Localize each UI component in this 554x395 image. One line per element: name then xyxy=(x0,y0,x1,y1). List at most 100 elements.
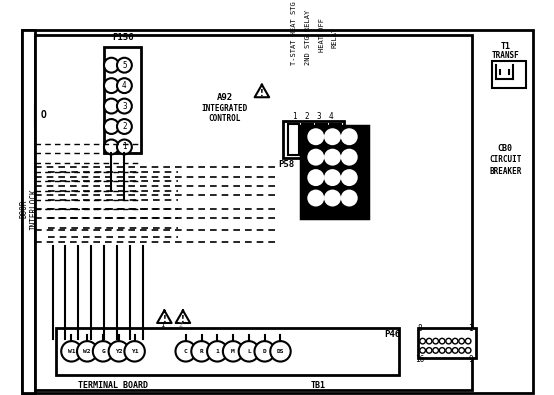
Text: T-STAT HEAT STG: T-STAT HEAT STG xyxy=(291,1,297,64)
Text: 6: 6 xyxy=(314,152,318,162)
Bar xyxy=(35,105,52,126)
Bar xyxy=(302,124,313,155)
Circle shape xyxy=(104,58,119,73)
Circle shape xyxy=(125,341,145,361)
Text: P46: P46 xyxy=(384,330,400,339)
Circle shape xyxy=(93,341,113,361)
Text: 2: 2 xyxy=(330,132,335,141)
Text: 1: 1 xyxy=(469,324,473,333)
Bar xyxy=(316,124,327,155)
Circle shape xyxy=(427,348,432,353)
Text: TB1: TB1 xyxy=(310,381,325,390)
Circle shape xyxy=(325,191,340,205)
Bar xyxy=(288,124,299,155)
Text: 7: 7 xyxy=(347,173,352,182)
Circle shape xyxy=(342,191,357,205)
Circle shape xyxy=(459,339,464,344)
Text: DS: DS xyxy=(277,349,284,354)
Text: 2: 2 xyxy=(314,194,318,203)
Text: 1: 1 xyxy=(330,194,335,203)
Circle shape xyxy=(439,348,445,353)
Text: BREAKER: BREAKER xyxy=(489,167,521,176)
Circle shape xyxy=(325,170,340,185)
Circle shape xyxy=(104,119,119,134)
Text: 1: 1 xyxy=(160,322,165,328)
Circle shape xyxy=(117,139,132,154)
Circle shape xyxy=(342,170,357,185)
Circle shape xyxy=(427,339,432,344)
Text: 16: 16 xyxy=(415,355,424,364)
Text: !: ! xyxy=(260,90,264,98)
Bar xyxy=(301,126,368,218)
Bar xyxy=(418,328,475,358)
Circle shape xyxy=(433,339,438,344)
Bar xyxy=(330,124,341,155)
Circle shape xyxy=(176,341,196,361)
Circle shape xyxy=(309,191,323,205)
Text: L: L xyxy=(247,349,251,354)
Text: CONTROL: CONTROL xyxy=(208,114,241,122)
Text: 2: 2 xyxy=(122,122,127,131)
Circle shape xyxy=(420,339,425,344)
Text: !: ! xyxy=(162,315,166,324)
Circle shape xyxy=(104,99,119,113)
Circle shape xyxy=(117,119,132,134)
Circle shape xyxy=(453,348,458,353)
Text: Y1: Y1 xyxy=(131,349,138,354)
Circle shape xyxy=(309,170,323,185)
Circle shape xyxy=(239,341,259,361)
Text: DOOR
INTERLOCK: DOOR INTERLOCK xyxy=(19,188,38,230)
Circle shape xyxy=(459,348,464,353)
Text: O: O xyxy=(40,110,47,120)
Circle shape xyxy=(109,341,129,361)
Circle shape xyxy=(342,150,357,165)
Text: 9: 9 xyxy=(314,173,318,182)
Text: Y2: Y2 xyxy=(115,349,122,354)
Text: P58: P58 xyxy=(278,160,294,169)
Text: 2: 2 xyxy=(304,112,309,121)
Circle shape xyxy=(309,150,323,165)
Circle shape xyxy=(191,341,212,361)
Circle shape xyxy=(117,58,132,73)
Text: TERMINAL BOARD: TERMINAL BOARD xyxy=(78,381,148,390)
Text: A92: A92 xyxy=(217,93,233,102)
Circle shape xyxy=(254,341,275,361)
Circle shape xyxy=(433,348,438,353)
Circle shape xyxy=(439,339,445,344)
Text: HEAT OFF: HEAT OFF xyxy=(319,17,325,51)
Text: 0: 0 xyxy=(347,194,352,203)
Text: W2: W2 xyxy=(84,349,91,354)
Circle shape xyxy=(117,78,132,93)
Circle shape xyxy=(465,348,471,353)
Text: 4: 4 xyxy=(122,81,127,90)
Circle shape xyxy=(420,348,425,353)
Circle shape xyxy=(325,150,340,165)
Text: 1: 1 xyxy=(216,349,219,354)
Text: !: ! xyxy=(181,315,185,324)
Text: 5: 5 xyxy=(330,152,335,162)
Bar xyxy=(493,60,526,88)
Circle shape xyxy=(223,341,243,361)
Circle shape xyxy=(104,78,119,93)
Text: 3: 3 xyxy=(122,102,127,111)
Text: 2ND STG RELAY: 2ND STG RELAY xyxy=(305,10,311,65)
Circle shape xyxy=(446,348,452,353)
Text: P156: P156 xyxy=(112,33,134,42)
Text: 1: 1 xyxy=(347,132,352,141)
Circle shape xyxy=(104,139,119,154)
Text: CIRCUIT: CIRCUIT xyxy=(489,156,521,164)
Circle shape xyxy=(453,339,458,344)
Text: 3: 3 xyxy=(316,112,321,121)
Text: 1: 1 xyxy=(122,143,127,151)
Text: INTEGRATED: INTEGRATED xyxy=(202,104,248,113)
Circle shape xyxy=(270,341,291,361)
Text: CB0: CB0 xyxy=(498,144,513,153)
Text: W1: W1 xyxy=(68,349,75,354)
Text: 3: 3 xyxy=(314,132,318,141)
Text: R: R xyxy=(199,349,203,354)
Text: 4: 4 xyxy=(347,152,352,162)
Bar xyxy=(35,34,472,390)
Bar xyxy=(104,47,141,153)
Text: C: C xyxy=(184,349,188,354)
Text: M: M xyxy=(231,349,235,354)
